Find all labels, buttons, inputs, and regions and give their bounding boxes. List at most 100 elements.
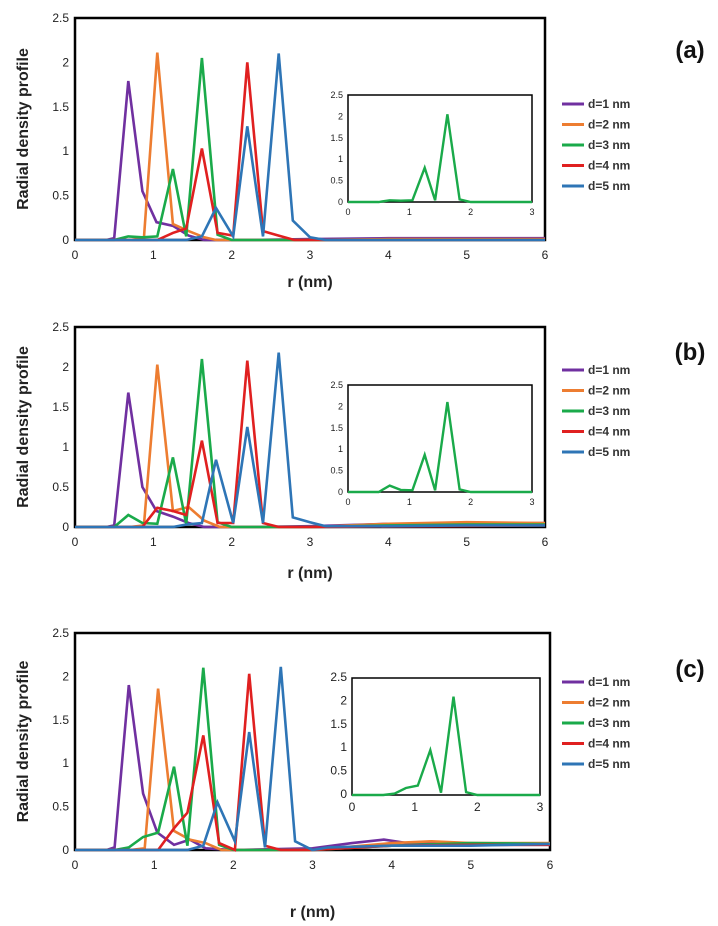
y-tick-label: 0 <box>62 520 69 534</box>
legend-label: d=2 nm <box>588 384 630 398</box>
y-tick-label: 0.5 <box>52 480 69 494</box>
legend-label: d=3 nm <box>588 716 630 730</box>
y-tick-label: 0.5 <box>52 800 69 814</box>
inset-series-line <box>352 696 540 797</box>
legend-label: d=3 nm <box>588 404 630 418</box>
legend-label: d=3 nm <box>588 138 630 152</box>
y-tick-label: 1.5 <box>52 400 69 414</box>
inset-x-tick-label: 1 <box>407 497 412 507</box>
inset-y-tick-label: 1.5 <box>330 717 347 731</box>
y-tick-label: 0 <box>62 233 69 247</box>
x-tick-label: 0 <box>72 248 79 262</box>
inset-x-tick-label: 1 <box>411 800 418 814</box>
y-tick-label: 1.5 <box>52 713 69 727</box>
series-line-d-5-nm <box>75 53 545 242</box>
y-tick-label: 0.5 <box>52 189 69 203</box>
inset-y-tick-label: 2 <box>338 111 343 121</box>
y-tick-label: 0 <box>62 843 69 857</box>
legend-label: d=1 nm <box>588 363 630 377</box>
legend-label: d=4 nm <box>588 159 630 173</box>
y-axis-title: Radial density profile <box>15 48 32 210</box>
y-tick-label: 1 <box>62 440 69 454</box>
legend-label: d=1 nm <box>588 675 630 689</box>
x-tick-label: 5 <box>467 858 474 872</box>
x-tick-label: 1 <box>150 535 157 549</box>
inset-y-tick-label: 0 <box>340 787 347 801</box>
x-tick-label: 0 <box>72 535 79 549</box>
inset-x-tick-label: 2 <box>468 497 473 507</box>
legend-label: d=2 nm <box>588 696 630 710</box>
inset-x-tick-label: 3 <box>529 207 534 217</box>
legend: d=1 nm d=2 nm d=3 nm d=4 nm d=5 nm <box>562 97 630 193</box>
inset-y-tick-label: 0.5 <box>330 466 343 476</box>
inset-x-tick-label: 3 <box>529 497 534 507</box>
inset-y-tick-label: 1 <box>338 154 343 164</box>
inset-y-tick-label: 0.5 <box>330 764 347 778</box>
legend: d=1 nm d=2 nm d=3 nm d=4 nm d=5 nm <box>562 363 630 459</box>
inset-y-tick-label: 1 <box>340 740 347 754</box>
y-tick-label: 1.5 <box>52 100 69 114</box>
y-tick-label: 2 <box>62 360 69 374</box>
inset-y-tick-label: 2.5 <box>330 670 347 684</box>
y-tick-label: 2.5 <box>52 626 69 640</box>
legend-label: d=5 nm <box>588 757 630 771</box>
y-tick-label: 1 <box>62 756 69 770</box>
x-tick-label: 6 <box>542 248 549 262</box>
inset-y-tick-label: 0 <box>338 197 343 207</box>
panel-label: (c) <box>675 656 704 683</box>
y-tick-label: 2 <box>62 669 69 683</box>
x-tick-label: 3 <box>307 248 314 262</box>
x-tick-label: 6 <box>542 535 549 549</box>
chart-panel-2: 0 0.5 1 1.5 2 2.5 0 1 2 3 4 5 6 r (nm) Radial density … <box>15 320 705 582</box>
legend-label: d=4 nm <box>588 737 630 751</box>
legend-label: d=4 nm <box>588 425 630 439</box>
inset-x-tick-label: 2 <box>468 207 473 217</box>
legend-label: d=5 nm <box>588 179 630 193</box>
inset-y-tick-label: 2 <box>338 401 343 411</box>
legend-label: d=1 nm <box>588 97 630 111</box>
inset-y-tick-label: 2 <box>340 693 347 707</box>
inset-y-tick-label: 0 <box>338 487 343 497</box>
inset-chart: 0 0.5 1 1.5 2 2.5 0 1 2 3 <box>330 90 534 217</box>
inset-x-tick-label: 1 <box>407 207 412 217</box>
inset-series-line <box>348 114 532 204</box>
y-tick-label: 1 <box>62 144 69 158</box>
inset-x-tick-label: 0 <box>349 800 356 814</box>
series-line-d-5-nm <box>75 666 551 852</box>
inset-y-tick-label: 0.5 <box>330 176 343 186</box>
x-axis-title: r (nm) <box>287 274 332 291</box>
series-line-d-2-nm <box>75 364 546 529</box>
x-tick-label: 5 <box>463 248 470 262</box>
series-line-d-1-nm <box>75 684 550 852</box>
legend-label: d=2 nm <box>588 118 630 132</box>
inset-x-tick-label: 0 <box>345 497 350 507</box>
inset-x-tick-label: 3 <box>537 800 544 814</box>
x-tick-label: 2 <box>228 535 235 549</box>
inset-x-tick-label: 0 <box>345 207 350 217</box>
x-tick-label: 2 <box>230 858 237 872</box>
y-axis-title: Radial density profile <box>15 346 32 508</box>
inset-plot-area <box>347 384 533 493</box>
inset-y-tick-label: 1.5 <box>330 423 343 433</box>
x-tick-label: 4 <box>385 535 392 549</box>
legend-label: d=5 nm <box>588 445 630 459</box>
inset-y-tick-label: 2.5 <box>330 90 343 100</box>
x-tick-label: 3 <box>309 858 316 872</box>
x-tick-label: 6 <box>547 858 554 872</box>
x-tick-label: 5 <box>463 535 470 549</box>
x-tick-label: 1 <box>150 248 157 262</box>
inset-chart: 0 0.5 1 1.5 2 2.5 0 1 2 3 <box>330 670 543 814</box>
y-tick-label: 2.5 <box>52 320 69 334</box>
inset-plot-area <box>347 94 533 203</box>
x-axis-title: r (nm) <box>290 904 335 921</box>
x-tick-label: 4 <box>388 858 395 872</box>
panel-label: (b) <box>675 339 706 366</box>
inset-y-tick-label: 1 <box>338 444 343 454</box>
x-tick-label: 2 <box>228 248 235 262</box>
inset-chart: 0 0.5 1 1.5 2 2.5 0 1 2 3 <box>330 380 534 507</box>
inset-y-tick-label: 1.5 <box>330 133 343 143</box>
inset-series-line <box>348 401 532 494</box>
chart-panel-3: 0 0.5 1 1.5 2 2.5 0 1 2 3 4 5 6 r (nm) Radial density … <box>15 626 705 921</box>
inset-x-tick-label: 2 <box>474 800 481 814</box>
